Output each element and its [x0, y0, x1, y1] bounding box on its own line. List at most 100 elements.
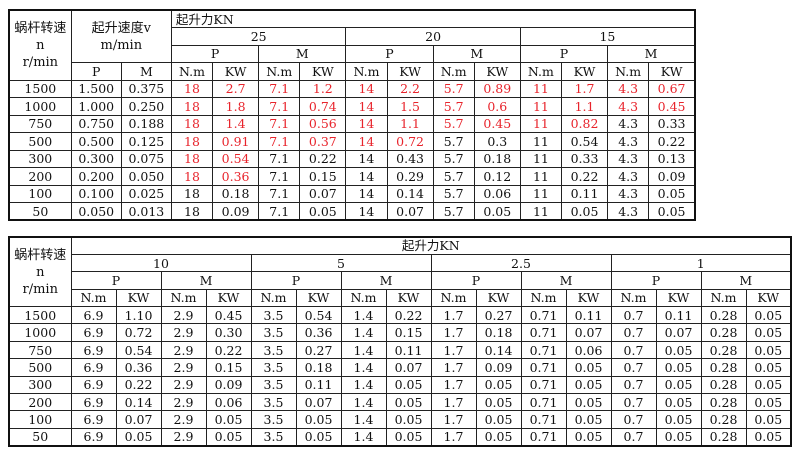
- power-cell: 0.27: [475, 306, 522, 325]
- power-cell: 0.43: [386, 149, 434, 168]
- hoist-spec-table-2: 蜗杆转速 n r/min 起升力KN 10 5 2.5 1 P M P M P M P M N.m KW N.m KW…: [8, 236, 793, 447]
- torque-cell: 2.9: [160, 410, 207, 429]
- lift-velocity-header-line: m/min: [100, 37, 143, 53]
- torque-cell: 0.7: [610, 393, 657, 412]
- power-cell: 0.05: [475, 410, 522, 429]
- power-cell: 0.67: [648, 79, 696, 98]
- worm-speed-cell: 1000: [8, 97, 72, 116]
- torque-cell: 1.4: [340, 358, 387, 377]
- power-cell: 0.54: [212, 149, 260, 168]
- torque-cell: 5.7: [432, 132, 475, 151]
- torque-cell: 0.7: [610, 306, 657, 325]
- torque-cell: 1.7: [430, 323, 477, 342]
- table-row: 100 0.100 0.025 18 0.18 7.1 0.07 14 0.14 5.7 0.06 1…: [8, 184, 696, 203]
- power-unit-header: KW: [115, 288, 162, 308]
- power-cell: 0.05: [745, 427, 792, 447]
- power-cell: 0.06: [205, 393, 252, 412]
- power-cell: 0.05: [385, 393, 432, 412]
- power-cell: 0.36: [115, 358, 162, 377]
- motor-p-header: P: [170, 44, 260, 63]
- table-row: 50 0.050 0.013 18 0.09 7.1 0.05 14 0.07 5.7 0.05 11…: [8, 202, 696, 221]
- power-cell: 0.22: [648, 132, 696, 151]
- torque-unit-header: N.m: [607, 62, 650, 81]
- motor-m-header: M: [432, 44, 521, 63]
- torque-cell: 7.1: [258, 97, 301, 116]
- power-unit-header: KW: [299, 62, 347, 81]
- velocity-p-cell: 0.050: [70, 202, 122, 221]
- torque-cell: 18: [170, 97, 214, 116]
- torque-cell: 6.9: [70, 393, 117, 412]
- torque-cell: 11: [519, 149, 562, 168]
- power-cell: 0.09: [212, 202, 260, 221]
- worm-speed-cell: 100: [8, 184, 72, 203]
- torque-cell: 2.9: [160, 375, 207, 395]
- torque-cell: 18: [170, 184, 214, 203]
- power-cell: 1.1: [560, 97, 609, 116]
- torque-cell: 2.9: [160, 358, 207, 377]
- torque-cell: 7.1: [258, 132, 301, 151]
- power-cell: 0.05: [475, 427, 522, 447]
- torque-cell: 18: [170, 132, 214, 151]
- torque-unit-header: N.m: [700, 288, 747, 308]
- torque-cell: 11: [519, 184, 562, 203]
- power-cell: 0.18: [473, 149, 521, 168]
- power-cell: 0.09: [648, 167, 696, 186]
- torque-cell: 5.7: [432, 114, 475, 133]
- torque-cell: 18: [170, 167, 214, 186]
- power-cell: 0.05: [385, 410, 432, 429]
- power-cell: 2.7: [212, 79, 260, 98]
- torque-cell: 0.71: [520, 306, 567, 325]
- lift-velocity-header: 起升速度v m/min: [70, 9, 172, 63]
- power-cell: 0.06: [473, 184, 521, 203]
- power-cell: 0.27: [295, 340, 342, 360]
- power-cell: 0.05: [648, 202, 696, 221]
- load-header: 1: [610, 253, 792, 273]
- power-cell: 0.11: [385, 340, 432, 360]
- worm-speed-cell: 200: [8, 393, 72, 412]
- power-cell: 2.2: [386, 79, 434, 98]
- motor-p-header: P: [70, 271, 162, 290]
- power-cell: 0.74: [299, 97, 347, 116]
- torque-cell: 1.7: [430, 427, 477, 447]
- torque-cell: 3.5: [250, 306, 297, 325]
- power-cell: 0.05: [565, 393, 612, 412]
- power-cell: 0.05: [295, 410, 342, 429]
- torque-cell: 4.3: [607, 97, 650, 116]
- torque-cell: 5.7: [432, 79, 475, 98]
- velocity-p-cell: 0.100: [70, 184, 122, 203]
- worm-speed-header-line: r/min: [22, 54, 59, 70]
- velocity-m-cell: 0.075: [120, 149, 172, 168]
- power-cell: 0.05: [565, 375, 612, 395]
- load-header: 5: [250, 253, 432, 273]
- power-cell: 0.07: [386, 202, 434, 221]
- torque-cell: 11: [519, 79, 562, 98]
- power-cell: 0.07: [565, 323, 612, 342]
- table-row: 200 0.200 0.050 18 0.36 7.1 0.15 14 0.29 5.7 0.12 1…: [8, 167, 696, 186]
- power-cell: 0.91: [212, 132, 260, 151]
- torque-cell: 11: [519, 97, 562, 116]
- power-cell: 0.33: [648, 114, 696, 133]
- torque-cell: 5.7: [432, 149, 475, 168]
- torque-cell: 5.7: [432, 184, 475, 203]
- velocity-p-cell: 0.750: [70, 114, 122, 133]
- torque-cell: 6.9: [70, 358, 117, 377]
- torque-cell: 1.7: [430, 410, 477, 429]
- power-unit-header: KW: [295, 288, 342, 308]
- velocity-m-cell: 0.013: [120, 202, 172, 221]
- torque-cell: 14: [345, 149, 388, 168]
- worm-speed-cell: 50: [8, 427, 72, 447]
- torque-cell: 3.5: [250, 410, 297, 429]
- power-cell: 1.5: [386, 97, 434, 116]
- torque-cell: 0.71: [520, 323, 567, 342]
- torque-cell: 0.28: [700, 427, 747, 447]
- torque-unit-header: N.m: [258, 62, 301, 81]
- power-unit-header: KW: [205, 288, 252, 308]
- power-cell: 1.10: [115, 306, 162, 325]
- torque-cell: 0.71: [520, 340, 567, 360]
- power-cell: 0.05: [745, 340, 792, 360]
- power-cell: 0.29: [386, 167, 434, 186]
- lift-force-header: 起升力KN: [170, 9, 696, 28]
- torque-cell: 14: [345, 132, 388, 151]
- torque-cell: 1.7: [430, 375, 477, 395]
- worm-speed-cell: 100: [8, 410, 72, 429]
